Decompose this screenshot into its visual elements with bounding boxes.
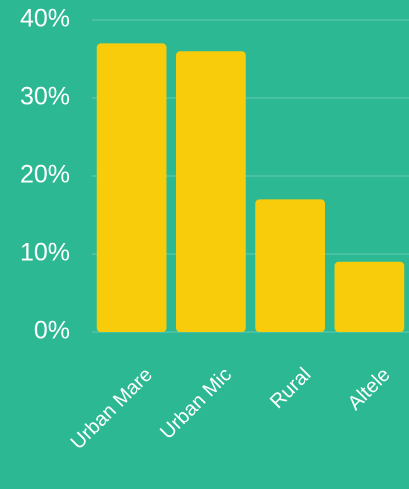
x-tick-label: Rural xyxy=(266,364,315,413)
y-tick-label: 10% xyxy=(20,239,70,267)
bar xyxy=(255,199,325,332)
y-tick-label: 0% xyxy=(34,317,70,345)
x-tick-label: Altele xyxy=(344,364,395,415)
x-tick-label: Urban Mic xyxy=(156,364,236,444)
y-tick-label: 20% xyxy=(20,161,70,189)
bar xyxy=(96,43,167,333)
y-tick-label: 30% xyxy=(20,83,70,111)
x-tick-label: Urban Mare xyxy=(67,364,157,454)
bar xyxy=(176,51,246,332)
y-tick-label: 40% xyxy=(20,5,70,33)
bar xyxy=(334,261,405,332)
